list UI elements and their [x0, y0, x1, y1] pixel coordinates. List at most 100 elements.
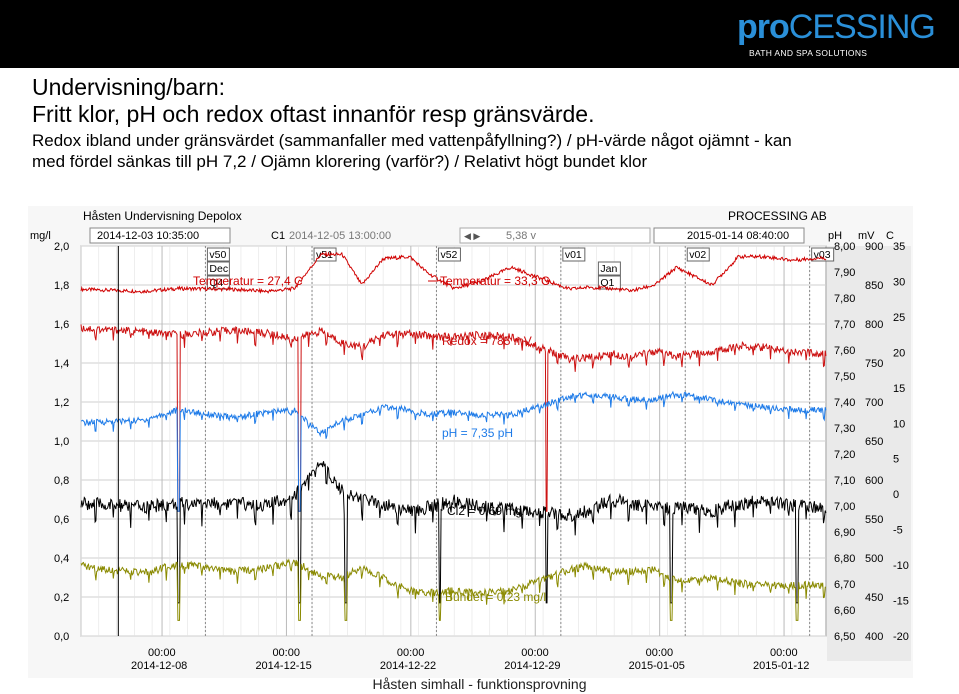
tick-mv: 600	[865, 475, 883, 487]
marker-label: v50	[209, 249, 226, 261]
tick-mgl: 0,8	[54, 475, 69, 487]
tick-mv: 900	[865, 241, 883, 253]
cursor-left-time: 2014-12-03 10:35:00	[97, 230, 199, 242]
tick-mv: 700	[865, 397, 883, 409]
annotation-temp-right: Temperatur = 33,3 C	[440, 274, 550, 288]
tick-ph: 6,70	[834, 579, 855, 591]
tick-mv: 750	[865, 358, 883, 370]
marker-label: v52	[440, 249, 457, 261]
tick-ph: 6,50	[834, 631, 855, 643]
tick-c: -5	[893, 525, 903, 537]
logo-text-cessing: CESSING	[788, 8, 936, 46]
axis-label-mv: mV	[858, 230, 875, 242]
tick-mv: 550	[865, 514, 883, 526]
series-line-bundet	[80, 558, 827, 621]
tick-c: -10	[893, 560, 909, 572]
tick-c: 25	[893, 312, 905, 324]
slide-title-line1: Undervisning/barn:	[32, 74, 226, 100]
slide-title-line2: Fritt klor, pH och redox oftast innanför…	[32, 101, 595, 127]
tick-ph: 7,60	[834, 345, 855, 357]
cursor-value: 5,38 v	[506, 230, 536, 242]
cursor-nav-icon: ◀ ▶	[464, 231, 480, 241]
tick-ph: 6,80	[834, 553, 855, 565]
tick-c: -20	[893, 631, 909, 643]
annotation-temp-left: Temperatur = 27,4 C	[193, 274, 303, 288]
tick-mgl: 1,0	[54, 436, 69, 448]
tick-ph: 7,40	[834, 397, 855, 409]
series-line-ph	[80, 390, 827, 512]
x-tick-date: 2014-12-29	[504, 660, 560, 672]
axis-label-mgl: mg/l	[30, 230, 51, 242]
cursor-right-time: 2015-01-14 08:40:00	[687, 230, 789, 242]
tick-c: 10	[893, 418, 905, 430]
marker-box	[206, 261, 230, 276]
marker-box	[686, 247, 710, 262]
processing-logo: proCESSING BATH AND SPA SOLUTIONS	[737, 8, 937, 58]
axis-label-c: C	[886, 230, 894, 242]
tick-c: 35	[893, 241, 905, 253]
tick-ph: 7,10	[834, 475, 855, 487]
x-tick-date: 2014-12-22	[380, 660, 436, 672]
annotation-ph: pH = 7,35 pH	[442, 426, 513, 440]
marker-label: Dec	[209, 263, 228, 275]
tick-mgl: 0,6	[54, 514, 69, 526]
slide-body-line1: Redox ibland under gränsvärdet (sammanfa…	[32, 131, 792, 150]
chart-title: Håsten Undervisning Depolox	[83, 209, 242, 223]
series-line-redox	[80, 324, 827, 512]
slide-heading: Undervisning/barn: Fritt klor, pH och re…	[32, 74, 952, 172]
marker-label: Jan	[600, 263, 617, 275]
tick-mgl: 2,0	[54, 241, 69, 253]
right-axis-panel	[827, 246, 911, 661]
slide-footer: Håsten simhall - funktionsprovning	[372, 676, 587, 692]
marker-box	[437, 247, 461, 262]
tick-ph: 7,90	[834, 267, 855, 279]
x-tick-time: 00:00	[521, 647, 549, 659]
cursor-c1-time: 2014-12-05 13:00:00	[289, 230, 391, 242]
cursor-value-box	[459, 227, 651, 244]
tick-ph: 7,80	[834, 293, 855, 305]
tick-ph: 6,90	[834, 527, 855, 539]
x-tick-date: 2015-01-12	[753, 660, 809, 672]
chart-svg: Håsten Undervisning Depolox PROCESSING AB…	[28, 206, 913, 678]
tick-mgl: 1,4	[54, 358, 69, 370]
chart-brand: PROCESSING AB	[728, 209, 827, 223]
x-tick-time: 00:00	[770, 647, 798, 659]
series-line-cl2	[80, 461, 827, 604]
logo-text-pro: pro	[737, 8, 790, 46]
top-banner: proCESSING BATH AND SPA SOLUTIONS	[0, 0, 959, 68]
marker-label: v01	[565, 249, 582, 261]
marker-box	[206, 247, 230, 262]
tick-ph: 8,00	[834, 241, 855, 253]
axis-label-ph: pH	[828, 230, 842, 242]
marker-label: v02	[689, 249, 706, 261]
tick-mgl: 0,0	[54, 631, 69, 643]
tick-mgl: 1,6	[54, 319, 69, 331]
tick-mv: 850	[865, 280, 883, 292]
tick-c: 15	[893, 383, 905, 395]
tick-c: 5	[893, 454, 899, 466]
trend-chart: Håsten Undervisning Depolox PROCESSING AB…	[28, 206, 913, 678]
x-tick-time: 00:00	[397, 647, 425, 659]
series-line-temperatur	[80, 251, 827, 295]
tick-ph: 7,20	[834, 449, 855, 461]
tick-ph: 7,50	[834, 371, 855, 383]
tick-mv: 500	[865, 553, 883, 565]
cursor-left-box	[89, 227, 231, 244]
x-tick-time: 00:00	[646, 647, 674, 659]
tick-ph: 7,30	[834, 423, 855, 435]
tick-ph: 7,00	[834, 501, 855, 513]
x-tick-time: 00:00	[272, 647, 300, 659]
marker-box	[597, 261, 621, 276]
marker-label: Q4	[209, 277, 223, 289]
slide-body-line2: med fördel sänkas till pH 7,2 / Ojämn kl…	[32, 152, 648, 171]
tick-mv: 800	[865, 319, 883, 331]
tick-mv: 400	[865, 631, 883, 643]
tick-mgl: 0,2	[54, 592, 69, 604]
tick-c: -15	[893, 596, 909, 608]
tick-ph: 6,60	[834, 605, 855, 617]
annotation-cl2: Cl2 = 0,69 mg/l	[447, 504, 528, 518]
annotation-bundet: Bundet = 0,23 mg/l	[445, 590, 546, 604]
x-tick-date: 2014-12-15	[255, 660, 311, 672]
tick-mgl: 0,4	[54, 553, 69, 565]
marker-box	[562, 247, 586, 262]
